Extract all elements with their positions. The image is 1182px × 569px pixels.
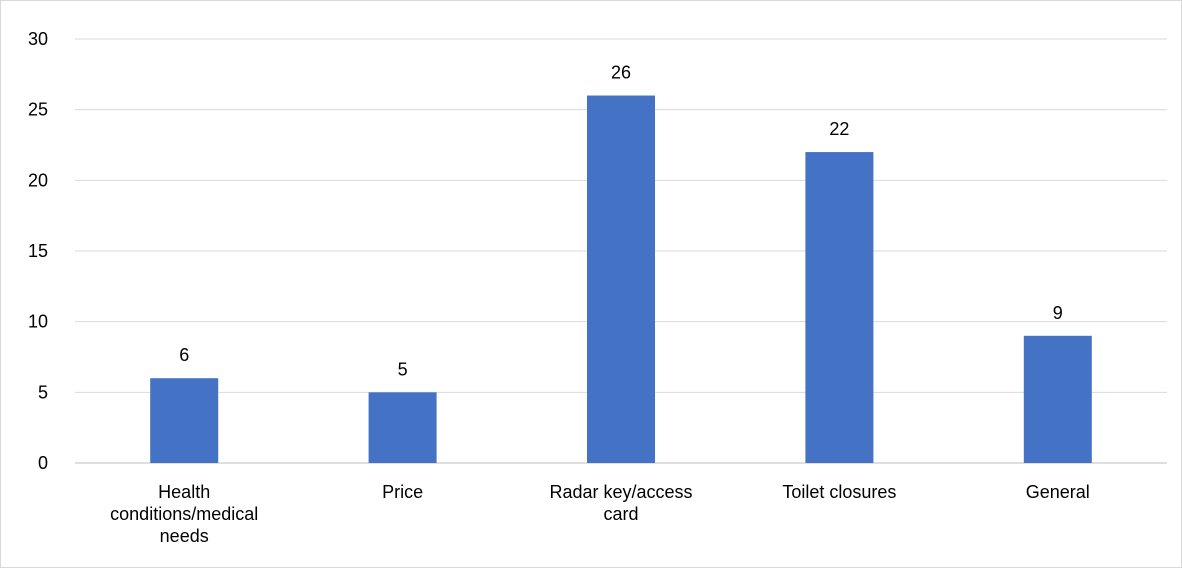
x-category-label: Radar key/access card — [512, 481, 730, 525]
data-label: 5 — [398, 359, 408, 379]
x-category-label: Price — [293, 481, 511, 503]
y-tick-label: 0 — [38, 453, 48, 473]
x-category-label-line: conditions/medical — [110, 504, 259, 524]
x-category-label-line: Price — [382, 482, 424, 502]
x-category-label-line: General — [1025, 482, 1090, 502]
y-tick-label: 10 — [28, 312, 48, 332]
y-tick-label: 15 — [28, 241, 48, 261]
y-tick-label: 20 — [28, 170, 48, 190]
x-category-label: Toilet closures — [730, 481, 948, 503]
bar — [805, 152, 874, 464]
x-category-label-line: Health — [158, 482, 211, 502]
bars — [150, 95, 1092, 464]
data-label: 26 — [611, 63, 631, 83]
y-axis-ticks: 0 5 10 15 20 25 30 — [28, 29, 48, 473]
x-category-label-line: Toilet closures — [782, 482, 897, 502]
data-label: 9 — [1053, 303, 1063, 323]
data-label: 6 — [179, 345, 189, 365]
bar — [587, 95, 655, 464]
y-tick-label: 25 — [28, 100, 48, 120]
bar — [150, 378, 219, 463]
y-tick-label: 5 — [38, 382, 48, 402]
x-category-label-line: Radar key/access — [549, 482, 693, 502]
x-category-label-line: card — [603, 504, 639, 524]
data-labels: 6 5 26 22 9 — [179, 63, 1063, 380]
bar — [368, 392, 437, 463]
data-label: 22 — [829, 119, 849, 139]
x-category-label-line: needs — [159, 526, 209, 546]
x-category-label: Health conditions/medical needs — [75, 481, 293, 547]
x-category-label: General — [949, 481, 1167, 503]
y-tick-label: 30 — [28, 29, 48, 49]
bar — [1023, 335, 1092, 463]
